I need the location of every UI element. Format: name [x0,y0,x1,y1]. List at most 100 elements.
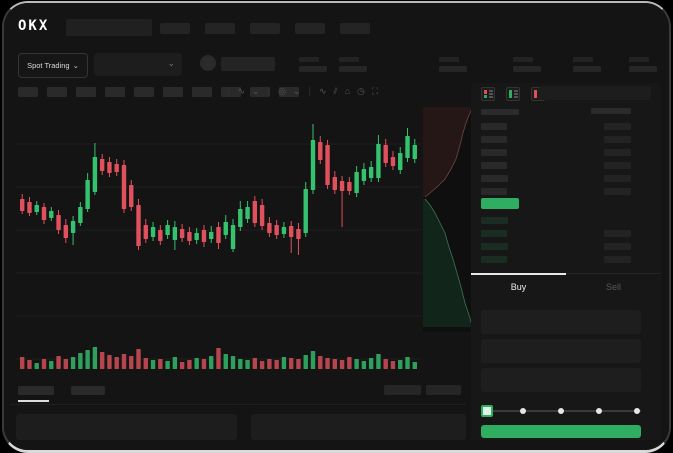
order-book-bid-row[interactable] [471,240,661,253]
price-input-skeleton[interactable] [481,310,641,334]
nav-item-skeleton[interactable] [160,23,190,34]
pair-selector-dropdown[interactable]: ⌄ [94,53,182,76]
timeframe-button-skeleton[interactable] [18,87,38,97]
draw-tools-icon[interactable]: ⫽ [333,86,338,96]
order-book-ask-row[interactable] [471,120,661,133]
book-buy-only-icon[interactable] [506,87,520,101]
timeframe-button-skeleton[interactable] [105,87,125,97]
tab-sell[interactable]: Sell [605,282,621,292]
volume-bar [252,358,258,369]
order-book-ask-row[interactable] [471,159,661,172]
candle [325,140,330,369]
bids-depth-area [423,199,473,327]
nav-item-skeleton[interactable] [340,23,370,34]
candle [238,201,243,369]
bottom-action-button-skeleton[interactable] [426,385,461,395]
candle [179,224,185,369]
slider-point[interactable] [520,408,526,414]
volume-bar [390,361,396,369]
timeframe-button-skeleton[interactable] [47,87,67,97]
timeframe-button-skeleton[interactable] [192,87,212,97]
ask-price-skeleton [481,123,507,130]
bid-amount-skeleton [604,256,631,263]
volume-bar [129,356,134,369]
order-book-ask-row[interactable] [471,133,661,146]
order-book-header-skeleton [539,86,651,100]
header-search-skeleton[interactable] [66,19,152,36]
bottom-tab-skeleton[interactable] [18,386,54,395]
order-book-ask-row[interactable] [471,185,661,198]
volume-bar [99,352,105,369]
order-book-bid-row[interactable] [471,214,661,227]
market-type-button[interactable]: Spot Trading ⌄ [18,53,88,78]
clock-icon[interactable]: ◷ [357,86,365,96]
volume-bar [78,353,83,369]
trading-screen: OKX Spot Trading ⌄ ⌄ ∣ ∿ ⌄ ∣ ◎ ⌄ ∣ ∿ ⫽ ⌂ ◷ ⛶ [4,3,669,450]
indicators-icon[interactable]: ∿ [237,86,246,96]
ticker-stat-skeleton [439,57,467,72]
chevron-down-icon[interactable]: ⌄ [252,86,260,96]
candlestick-chart[interactable] [16,107,421,372]
timeframe-button-skeleton[interactable] [221,87,241,97]
order-book-ask-row[interactable] [471,172,661,185]
timeframe-button-skeleton[interactable] [163,87,183,97]
volume-bar [201,359,207,369]
active-tab-underline [18,400,49,402]
volume-bar [296,359,301,369]
nav-item-skeleton[interactable] [205,23,235,34]
volume-bar [49,361,54,369]
slider-handle[interactable] [481,405,493,417]
order-book-bid-row[interactable] [471,227,661,240]
candle [318,136,323,369]
order-book-ask-row[interactable] [471,146,661,159]
slider-point[interactable] [634,408,640,414]
bottom-action-button-skeleton[interactable] [384,385,421,395]
chevron-down-icon: ⌄ [167,58,175,68]
volume-bar [92,347,98,369]
order-book-last-price-row[interactable] [471,198,661,214]
volume-bar [85,350,90,369]
volume-bar [274,360,279,369]
timeframe-button-skeleton[interactable] [250,87,270,97]
compare-icon[interactable]: ◎ [278,86,286,96]
tab-buy[interactable]: Buy [471,273,566,300]
bottom-tab-skeleton[interactable] [71,386,105,395]
order-book-bid-row[interactable] [471,253,661,266]
slider-point[interactable] [558,408,564,414]
line-chart-icon[interactable]: ∿ [319,86,327,96]
top-nav [160,23,370,34]
nav-item-skeleton[interactable] [295,23,325,34]
timeframe-button-skeleton[interactable] [134,87,154,97]
candle [194,228,199,369]
candle [354,166,359,369]
chevron-down-icon[interactable]: ⌄ [292,86,301,96]
candle [281,222,287,369]
volume-bar [143,358,148,369]
candle [129,180,134,369]
slider-point[interactable] [596,408,602,414]
amount-input-skeleton[interactable] [481,339,641,363]
candle [63,219,69,369]
volume-bar [216,348,221,369]
camera-icon[interactable]: ⌂ [344,86,350,96]
candle [70,216,76,369]
timeframe-button-skeleton[interactable] [279,87,299,97]
book-combined-icon[interactable] [481,87,495,101]
amount-slider[interactable] [481,405,641,417]
bid-price-skeleton [481,217,508,224]
candle [121,160,127,369]
volume-bar [121,354,127,369]
volume-bar [187,360,192,369]
fullscreen-icon[interactable]: ⛶ [371,86,379,96]
buy-submit-button[interactable] [481,425,641,438]
volume-bar [405,357,410,369]
volume-bar [56,356,61,369]
okx-logo[interactable]: OKX [18,18,50,34]
nav-item-skeleton[interactable] [250,23,280,34]
ask-price-skeleton [481,149,507,156]
timeframe-button-skeleton[interactable] [76,87,96,97]
total-input-skeleton[interactable] [481,368,641,392]
asks-depth-area [423,107,473,197]
depth-chart-panel[interactable] [423,106,476,332]
volume-bar [150,360,156,369]
